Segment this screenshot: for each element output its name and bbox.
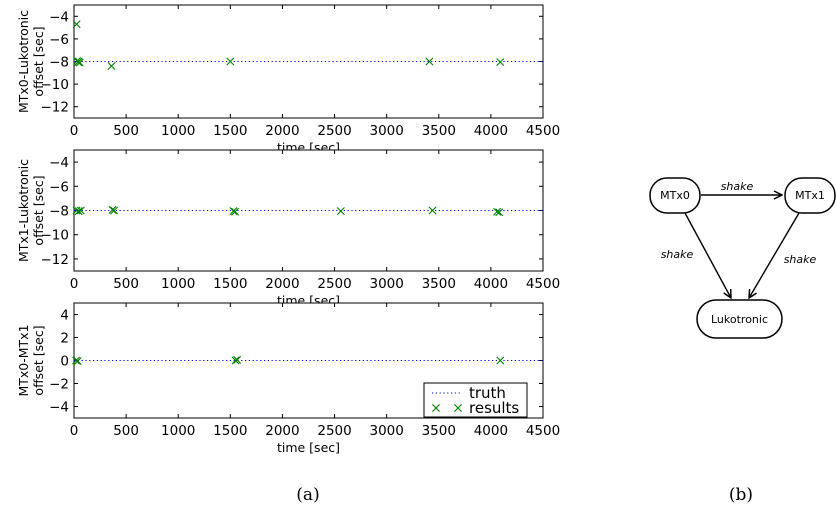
x-tick-label: 1500 — [213, 423, 247, 439]
legend-label-results: results — [469, 399, 519, 417]
x-tick-label: 3000 — [369, 423, 403, 439]
x-tick-label: 2000 — [265, 423, 299, 439]
result-marker — [107, 62, 116, 71]
result-marker — [108, 205, 117, 214]
y-tick-label: 0 — [60, 354, 69, 370]
x-tick-label: 3500 — [422, 276, 456, 292]
x-tick-label: 2500 — [317, 423, 351, 439]
result-marker — [72, 20, 81, 29]
result-marker — [428, 206, 437, 215]
x-tick-label: 3000 — [369, 276, 403, 292]
result-marker — [110, 206, 119, 215]
x-tick-label: 2500 — [317, 276, 351, 292]
x-tick-label: 4000 — [474, 423, 508, 439]
y-tick-label: −12 — [41, 252, 70, 268]
y-axis-label: MTx0-Lukotronicoffset [sec] — [16, 10, 46, 113]
edge-label-mtx0-lukotronic: shake — [661, 248, 694, 261]
result-marker — [226, 57, 235, 66]
node-mtx0 — [649, 177, 701, 214]
x-tick-label: 2500 — [317, 123, 351, 139]
result-marker — [231, 356, 240, 365]
x-tick-label: 2000 — [265, 276, 299, 292]
y-tick-label: −8 — [49, 204, 69, 220]
result-marker — [493, 207, 502, 216]
scatter-plots-panel-a: 0 500 1000 1500 2000 2500 3000 3500 4000 4500−4−6… — [16, 4, 560, 455]
result-marker — [72, 356, 81, 365]
x-tick-label: 4000 — [474, 123, 508, 139]
x-axis-label: time [sec] — [277, 440, 340, 455]
subplot-1: 0 500 1000 1500 2000 2500 3000 3500 4000 4500 −4 −6… — [16, 4, 560, 155]
y-axis-label: MTx0-MTx1offset [sec] — [16, 324, 46, 396]
x-tick-label: 2000 — [265, 123, 299, 139]
y-tick-label: −6 — [49, 32, 69, 48]
x-tick-label: 4500 — [526, 276, 560, 292]
y-tick-label: −4 — [49, 9, 69, 25]
y-tick-label: −4 — [49, 400, 69, 416]
node-label-lukotronic: Lukotronic — [711, 313, 768, 326]
sync-diagram-panel-b: shake shake shake MTx0 MTx1 Lukotronic — [649, 177, 836, 339]
x-tick-label: 500 — [113, 423, 139, 439]
caption-a: (a) — [296, 485, 319, 505]
subplot-3: 0 500 1000 1500 2000 2500 3000 3500 4000 4500420−… — [16, 302, 560, 455]
result-marker — [233, 355, 242, 364]
x-tick-label: 4000 — [474, 276, 508, 292]
x-tick-label: 0 — [70, 123, 79, 139]
result-marker — [496, 58, 505, 67]
y-tick-label: −6 — [49, 179, 69, 195]
result-marker — [75, 58, 84, 67]
x-tick-label: 0 — [70, 423, 79, 439]
result-marker — [74, 207, 83, 216]
result-marker — [73, 357, 82, 366]
y-tick-label: −4 — [49, 155, 69, 171]
y-tick-label: −2 — [49, 377, 69, 393]
x-tick-label: 500 — [113, 276, 139, 292]
result-marker — [336, 207, 345, 216]
result-marker — [76, 206, 85, 215]
result-marker — [495, 208, 504, 217]
x-tick-label: 3500 — [422, 423, 456, 439]
node-label-mtx1: MTx1 — [795, 189, 825, 202]
x-tick-label: 4500 — [526, 423, 560, 439]
legend-label-truth: truth — [469, 384, 506, 402]
x-tick-label: 3500 — [422, 123, 456, 139]
x-tick-label: 1500 — [213, 123, 247, 139]
y-tick-label: −12 — [41, 100, 70, 116]
edge-mtx1-lukotronic — [749, 212, 800, 298]
subplot-2: 0 500 1000 1500 2000 2500 3000 3500 4000 4500 −4 −6… — [16, 149, 560, 308]
caption-b: (b) — [729, 485, 753, 505]
node-mtx1 — [784, 177, 836, 214]
result-marker — [229, 207, 238, 216]
y-tick-label: −10 — [41, 77, 70, 93]
y-tick-label: −10 — [41, 228, 70, 244]
result-marker — [425, 57, 434, 66]
plot-frame — [73, 4, 544, 119]
x-tick-label: 0 — [70, 276, 79, 292]
x-tick-label: 1000 — [161, 423, 195, 439]
node-lukotronic — [696, 299, 783, 339]
plot-frame — [73, 149, 544, 272]
result-marker — [231, 207, 240, 216]
x-tick-label: 3000 — [369, 123, 403, 139]
x-tick-label: 1500 — [213, 276, 247, 292]
edge-label-mtx1-lukotronic: shake — [784, 253, 817, 266]
x-tick-label: 500 — [113, 123, 139, 139]
result-marker — [496, 356, 505, 365]
x-tick-label: 4500 — [526, 123, 560, 139]
y-tick-label: 2 — [60, 331, 69, 347]
x-tick-label: 1000 — [161, 276, 195, 292]
x-tick-label: 1000 — [161, 123, 195, 139]
y-tick-label: −8 — [49, 55, 69, 71]
node-label-mtx0: MTx0 — [660, 189, 690, 202]
edge-mtx0-lukotronic — [684, 212, 731, 298]
edge-label-mtx0-mtx1: shake — [721, 180, 754, 193]
y-axis-label: MTx1-Lukotronicoffset [sec] — [16, 159, 46, 262]
y-tick-label: 4 — [60, 308, 69, 324]
